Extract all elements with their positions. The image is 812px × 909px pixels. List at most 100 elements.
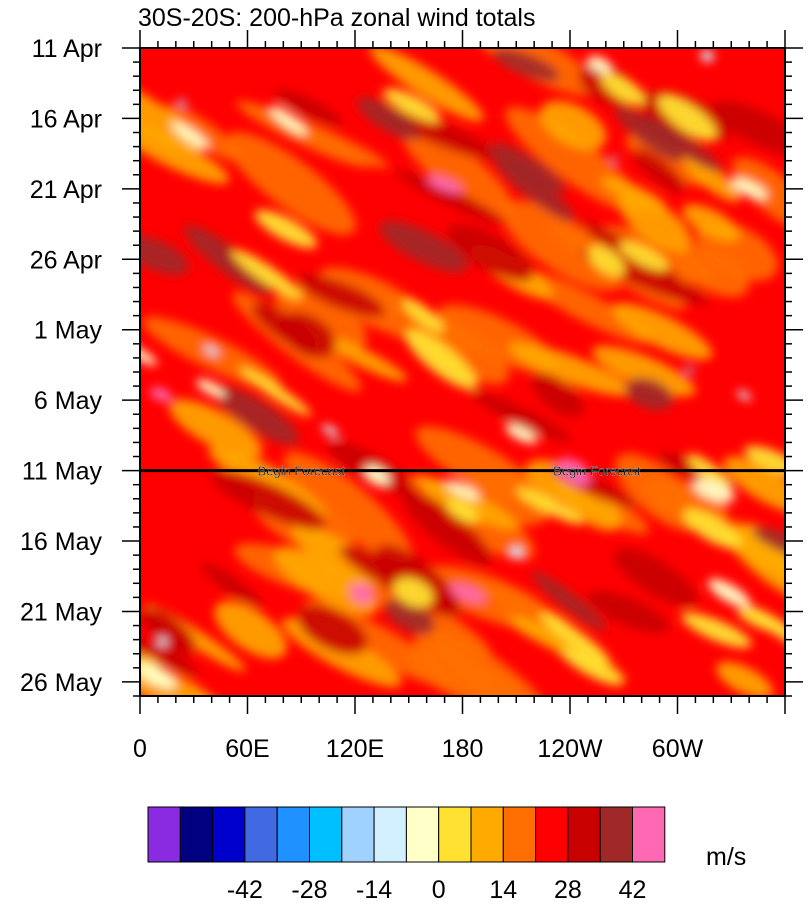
wind-contour-patch (675, 245, 750, 298)
wind-contour-patch (618, 193, 692, 252)
y-tick-label: 1 May (34, 317, 103, 345)
y-tick-label: 21 May (20, 598, 102, 626)
wind-contour-patch (449, 583, 486, 603)
wind-contour-patch (600, 73, 646, 106)
colorbar-cell (341, 806, 375, 863)
wind-contour-patch (492, 48, 560, 82)
wind-contour-patch (297, 605, 368, 655)
colorbar-tick-label: 42 (619, 876, 647, 904)
forecast-label: Begin Forecast (258, 464, 346, 479)
wind-contour-patch (625, 134, 712, 186)
wind-contour-patch (383, 88, 441, 123)
wind-contour-patch (140, 639, 199, 676)
y-tick-label: 11 May (22, 458, 103, 486)
wind-contour-patch (171, 121, 210, 150)
wind-contour-patch (275, 286, 367, 351)
wind-contour-patch (405, 329, 478, 390)
wind-contour-patch (385, 598, 435, 635)
colorbar: -42 -28 -14 0 14 28 42 (147, 806, 666, 904)
wind-contour-patch (447, 224, 534, 282)
wind-contour-patch (530, 372, 584, 418)
wind-contour-patch (516, 487, 584, 525)
colorbar-cell (373, 806, 407, 863)
wind-contour-patch (411, 475, 519, 530)
wind-contour-patch (427, 175, 463, 193)
wind-contour-patch (469, 390, 572, 443)
wind-contour-patch (204, 345, 219, 356)
wind-contour-patch (717, 530, 785, 587)
wind-contour-patch (177, 99, 187, 107)
wind-contour-patch (730, 177, 768, 200)
wind-contour-patch (531, 571, 607, 631)
wind-contour-patch (752, 526, 785, 559)
plot-area (140, 48, 785, 696)
wind-contour-patch (196, 379, 226, 398)
wind-contour-patch (684, 367, 694, 374)
wind-contour-patch (297, 274, 386, 317)
wind-contour-patch (214, 601, 287, 659)
wind-contour-patch (231, 249, 302, 300)
wind-contour-patch (140, 663, 177, 690)
wind-contour-patch (501, 200, 624, 291)
wind-contour-patch (539, 100, 607, 150)
x-tick-label: 60E (225, 735, 269, 763)
y-tick-label: 16 Apr (30, 105, 102, 133)
colorbar-cell (276, 806, 311, 863)
wind-contour-patch (518, 269, 653, 344)
wind-contour-patch (744, 445, 785, 476)
y-tick-label: 16 May (20, 528, 102, 556)
y-tick-label: 11 Apr (32, 35, 102, 63)
wind-contour-patch (588, 245, 625, 277)
colorbar-cell (212, 806, 246, 863)
wind-contour-patch (395, 170, 506, 225)
wind-contour-patch (317, 334, 408, 382)
wind-contour-patch (684, 155, 741, 203)
wind-contour-patch (692, 479, 735, 503)
wind-contour-patch (382, 109, 502, 161)
wind-contour-patch (415, 426, 547, 509)
wind-contour-patch (683, 508, 741, 549)
wind-contour-patch (711, 100, 785, 157)
wind-contour-patch (210, 470, 327, 530)
wind-contour-patch (619, 241, 669, 271)
wind-contour-patch (283, 451, 413, 563)
wind-contour-patch (509, 617, 578, 653)
wind-contour-patch (716, 661, 773, 696)
colorbar-tick-label: -28 (291, 876, 327, 904)
colorbar-tick-label: 0 (432, 876, 446, 904)
wind-contour-patch (140, 74, 203, 154)
colorbar-cell (244, 806, 278, 863)
wind-contour-patch (140, 660, 225, 696)
wind-contour-patch (625, 377, 674, 411)
wind-contour-patch (322, 424, 339, 437)
y-tick-label: 6 May (34, 387, 103, 415)
x-axis: 0 60E 120E 180 120W 60W (133, 30, 786, 763)
colorbar-cell (309, 806, 343, 863)
colorbar-cell (405, 806, 440, 863)
colorbar-tick-label: 14 (489, 876, 517, 904)
forecast-marker: Begin Forecast Begin Forecast (140, 464, 785, 479)
wind-contour-patch (239, 366, 312, 417)
wind-contour-patch (700, 50, 714, 62)
wind-contour-patch (586, 55, 613, 74)
wind-contour-patch (150, 387, 172, 402)
wind-contour-patch (379, 220, 468, 273)
wind-contour-patch (657, 94, 718, 141)
wind-contour-patch (141, 607, 197, 655)
y-tick-label: 21 Apr (30, 176, 102, 204)
wind-contour-patch (278, 312, 337, 359)
wind-contour-patch (225, 132, 356, 235)
y-axis: 11 Apr 16 Apr 21 Apr 26 Apr 1 May 6 May 11 May… (20, 35, 803, 697)
colorbar-tick-label: -14 (356, 876, 392, 904)
wind-contour-patch (632, 148, 686, 193)
wind-contour-patch (731, 157, 785, 231)
wind-contour-patch (184, 225, 272, 295)
wind-contour-patch (510, 546, 523, 559)
wind-contour-patch (156, 637, 168, 647)
colorbar-cell (502, 806, 537, 863)
wind-contour-patch (505, 424, 538, 444)
y-tick-label: 26 May (20, 669, 102, 697)
wind-contour-patch (494, 157, 576, 222)
wind-contour-patch (214, 386, 300, 445)
wind-contour-patch (320, 267, 419, 317)
